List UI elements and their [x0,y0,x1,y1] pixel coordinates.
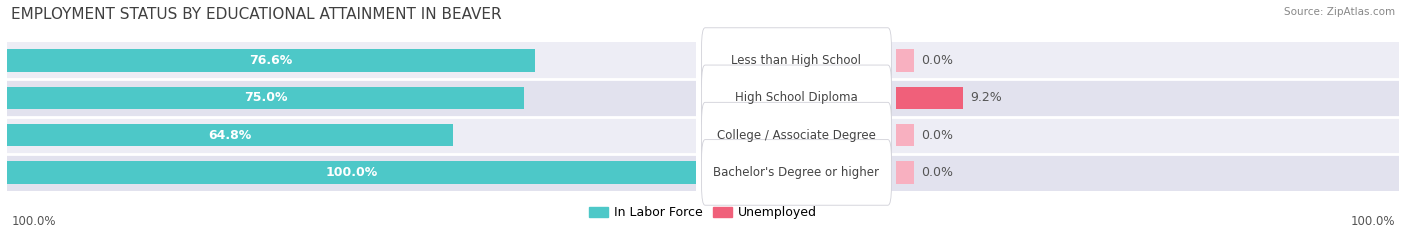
Text: EMPLOYMENT STATUS BY EDUCATIONAL ATTAINMENT IN BEAVER: EMPLOYMENT STATUS BY EDUCATIONAL ATTAINM… [11,7,502,22]
Legend: In Labor Force, Unemployed: In Labor Force, Unemployed [583,201,823,224]
Text: High School Diploma: High School Diploma [735,91,858,104]
Text: Source: ZipAtlas.com: Source: ZipAtlas.com [1284,7,1395,17]
Bar [897,49,914,72]
Bar [7,42,696,79]
Bar [710,154,1399,191]
Bar [710,42,1399,79]
Bar [897,124,914,146]
Bar [7,49,534,72]
Text: 9.2%: 9.2% [970,91,1002,104]
Text: 100.0%: 100.0% [1350,215,1395,228]
Bar [7,79,696,116]
Bar [7,116,696,154]
Text: Less than High School: Less than High School [731,54,862,67]
Bar [710,79,1399,116]
FancyBboxPatch shape [702,140,891,205]
Bar [7,154,696,191]
Bar [897,87,963,109]
Bar [7,124,454,146]
Text: College / Associate Degree: College / Associate Degree [717,129,876,142]
Bar [7,87,524,109]
Text: 100.0%: 100.0% [325,166,378,179]
FancyBboxPatch shape [702,102,891,168]
Text: 75.0%: 75.0% [243,91,287,104]
Bar [710,116,1399,154]
Text: Bachelor's Degree or higher: Bachelor's Degree or higher [713,166,880,179]
Bar [7,161,696,184]
Text: 0.0%: 0.0% [921,129,953,142]
Text: 0.0%: 0.0% [921,54,953,67]
FancyBboxPatch shape [702,28,891,93]
Text: 0.0%: 0.0% [921,166,953,179]
Bar [897,161,914,184]
FancyBboxPatch shape [702,65,891,131]
Text: 100.0%: 100.0% [11,215,56,228]
Text: 76.6%: 76.6% [249,54,292,67]
Text: 64.8%: 64.8% [208,129,252,142]
